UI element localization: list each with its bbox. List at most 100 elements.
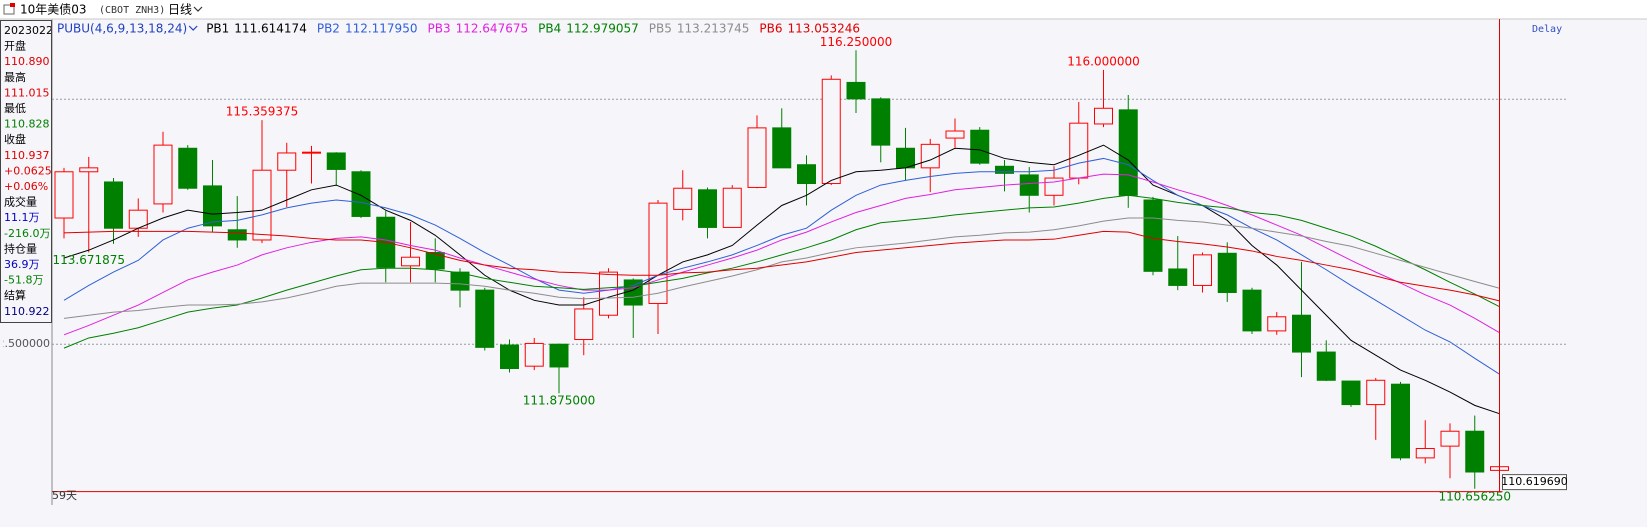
- info-line: 最低: [4, 102, 26, 115]
- symbol-title: 10年美债03: [20, 3, 87, 17]
- cursor-price: 110.619690: [1501, 475, 1567, 488]
- period-selector[interactable]: 日线: [168, 3, 192, 17]
- candle-body: [326, 152, 346, 170]
- ma-line: [63, 144, 1500, 415]
- indicator-name[interactable]: PUBU(4,6,9,13,18,24): [57, 22, 187, 36]
- candle-body: [79, 167, 99, 173]
- legend-name: PB1: [206, 22, 229, 36]
- candle-body: [1069, 122, 1089, 179]
- candle-body: [648, 202, 668, 304]
- candle-body: [524, 342, 544, 367]
- candle-body: [475, 289, 495, 348]
- candle-body: [203, 185, 222, 227]
- info-line: 110.937: [4, 149, 50, 162]
- legend-value: 111.614174: [234, 22, 307, 36]
- ma-line: [63, 194, 1500, 349]
- legend-name: PB2: [317, 22, 340, 36]
- ma-line: [63, 173, 1500, 336]
- info-line: -216.0万: [4, 227, 50, 240]
- high-label: 116.250000: [820, 35, 893, 49]
- info-line: 110.922: [4, 305, 50, 318]
- candle-body: [277, 152, 297, 171]
- info-line: 收盘: [4, 132, 26, 146]
- symbol-icon-flag: [10, 3, 15, 7]
- info-line: +0.06%: [4, 180, 48, 193]
- candle-body: [1217, 252, 1237, 293]
- candle-body: [797, 164, 816, 185]
- candle-body: [1465, 430, 1485, 473]
- candle-body: [970, 129, 990, 164]
- period-caret[interactable]: [193, 6, 203, 12]
- legend-value: 113.053246: [788, 22, 861, 36]
- info-line: 36.9万: [4, 258, 40, 271]
- symbol-icon: [3, 4, 15, 15]
- candle-body: [574, 308, 594, 341]
- candle-body: [1316, 351, 1336, 381]
- candle-body: [450, 271, 470, 291]
- candle-body: [698, 189, 717, 228]
- candle-body: [747, 127, 767, 188]
- candle-body: [896, 147, 915, 169]
- info-line: 最高: [4, 70, 26, 84]
- candle-body: [351, 171, 371, 217]
- low-label: 113.671875: [52, 253, 125, 267]
- candle-body: [252, 169, 272, 241]
- indicator-caret[interactable]: [188, 25, 198, 31]
- candle-body: [673, 187, 693, 210]
- header-bg: [0, 0, 1647, 19]
- symbol-code: (CBOT ZNH3): [99, 5, 165, 16]
- legend-name: PB4: [538, 22, 561, 36]
- legend-value: 112.117950: [345, 22, 418, 36]
- legend-value: 113.213745: [677, 22, 750, 36]
- info-line: +0.0625: [4, 164, 52, 177]
- candle-body: [500, 344, 519, 370]
- legend-value: 112.647675: [456, 22, 529, 36]
- period-count: 59天: [52, 489, 77, 502]
- info-line: 110.828: [4, 118, 50, 131]
- info-line: 持仓量: [4, 241, 37, 255]
- candle-body: [227, 229, 247, 241]
- candle-body: [1267, 316, 1287, 332]
- candle-body: [871, 98, 891, 146]
- y-tick-label: 112.500000: [0, 337, 50, 350]
- legend-value: 112.979057: [566, 22, 639, 36]
- candle-body: [1019, 174, 1039, 196]
- candle-body: [1143, 199, 1163, 272]
- header-bar: 10年美债03 (CBOT ZNH3) 日线: [0, 0, 1647, 20]
- candle-body: [425, 252, 445, 270]
- info-panel-box: [0, 20, 52, 323]
- candle-body: [722, 187, 742, 228]
- candle-body: [821, 78, 841, 185]
- candle-body: [302, 151, 321, 154]
- info-line: 20230227: [4, 24, 60, 37]
- low-label: 111.875000: [523, 394, 596, 408]
- candle-body: [1440, 430, 1460, 447]
- candle-body: [1193, 254, 1212, 286]
- delay-status: Delay: [1532, 24, 1562, 35]
- info-line: 110.890: [4, 55, 50, 68]
- info-line: -51.8万: [4, 274, 43, 287]
- candle-body: [623, 279, 643, 306]
- info-line: 成交量: [4, 195, 37, 209]
- candle-body: [104, 181, 123, 229]
- candle-body: [1292, 314, 1311, 353]
- candle-body: [178, 147, 198, 189]
- candle-body: [549, 343, 569, 368]
- info-line: 111.015: [4, 86, 50, 99]
- candle-body: [772, 127, 792, 169]
- ma-line: [63, 217, 1500, 319]
- legend-name: PB5: [649, 22, 672, 36]
- legend-name: PB3: [427, 22, 450, 36]
- candle-body: [995, 165, 1014, 174]
- high-label: 115.359375: [226, 105, 299, 119]
- candle-body: [1415, 447, 1435, 459]
- info-line: 结算: [4, 288, 26, 302]
- candle-body: [1366, 379, 1386, 406]
- info-line: 11.1万: [4, 211, 40, 224]
- candle-body: [599, 271, 618, 316]
- candle-body: [153, 144, 173, 205]
- plot-area: 115.359375 116.250000 116.000000 113.671875…: [52, 35, 1567, 503]
- candle-body: [945, 130, 965, 139]
